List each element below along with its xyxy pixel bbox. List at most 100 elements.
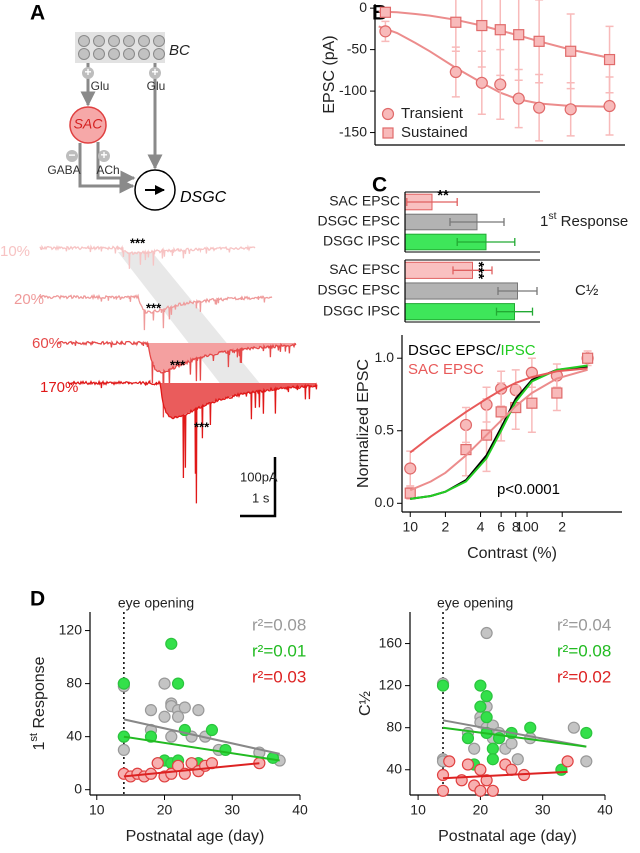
y-tick-label: 0.5 xyxy=(375,421,395,437)
significance: *** xyxy=(470,262,487,280)
bc-label: BC xyxy=(169,42,190,59)
fit-line xyxy=(442,719,587,748)
point xyxy=(494,24,506,36)
point xyxy=(511,753,524,766)
cell xyxy=(123,48,135,60)
ach-label: ACh xyxy=(96,163,119,177)
contrast-label: 10% xyxy=(0,243,30,260)
fit-line xyxy=(123,718,280,755)
x-tick-label: 100 xyxy=(515,519,539,535)
sign-badge xyxy=(82,67,94,79)
annotation: r²=0.01 xyxy=(252,641,306,660)
circuit-diagram: BC + Glu + Glu SAC − GABA + ACh DSGC xyxy=(47,32,227,211)
point xyxy=(551,387,563,399)
point xyxy=(474,784,487,797)
point xyxy=(117,743,130,757)
point xyxy=(379,25,392,38)
fit-line xyxy=(409,367,588,454)
point xyxy=(449,65,462,79)
eye-opening-label: eye opening xyxy=(437,595,513,611)
cell xyxy=(153,48,165,60)
point xyxy=(178,701,191,714)
point xyxy=(495,406,507,418)
point xyxy=(461,732,475,745)
panel-label: C xyxy=(372,174,387,197)
text-part: 1 xyxy=(540,213,548,230)
group-label: C½ xyxy=(575,282,599,299)
current-trace xyxy=(39,244,256,269)
y-axis-label: EPSC (pA) xyxy=(321,35,338,113)
point xyxy=(450,16,462,28)
annotation: r²=0.08 xyxy=(557,641,611,660)
category-label: DSGC IPSC xyxy=(323,302,400,318)
point xyxy=(117,677,130,690)
cell xyxy=(138,35,150,47)
point xyxy=(486,784,499,797)
cell xyxy=(153,35,165,47)
glu-label: Glu xyxy=(147,79,166,93)
text-part: Response xyxy=(31,656,48,733)
point xyxy=(561,755,574,768)
point xyxy=(185,757,198,770)
response-area xyxy=(58,343,296,372)
point xyxy=(480,626,493,640)
fit-line xyxy=(378,25,610,108)
error-bar xyxy=(406,198,458,206)
y-tick-label: 160 xyxy=(379,634,403,650)
category-label: DSGC EPSC xyxy=(318,213,400,229)
fit-line xyxy=(123,762,260,778)
fit-line xyxy=(442,726,587,748)
cell xyxy=(93,35,105,47)
x-tick-label: 10 xyxy=(410,802,426,818)
point xyxy=(533,101,546,114)
y-tick-label: 0.0 xyxy=(375,494,395,510)
fit-line xyxy=(123,735,280,762)
gaba-arrow xyxy=(78,143,135,194)
sac-label: SAC xyxy=(74,116,104,132)
point xyxy=(513,29,525,41)
point xyxy=(512,92,525,105)
category-label: DSGC EPSC xyxy=(318,282,400,298)
point xyxy=(480,774,493,787)
point xyxy=(436,679,450,692)
bipolar-cells xyxy=(78,35,165,60)
cell xyxy=(108,35,120,47)
point xyxy=(474,763,487,776)
y-tick-label: 80 xyxy=(386,718,402,734)
x-tick-label: 40 xyxy=(292,802,308,818)
point xyxy=(158,677,171,690)
point xyxy=(205,723,219,737)
legend-label: DSGC EPSC/ xyxy=(408,342,501,359)
scale-lines xyxy=(240,457,277,518)
x-tick-label: 30 xyxy=(224,802,240,818)
cell xyxy=(108,48,120,60)
panel-label: A xyxy=(30,2,45,25)
significance: *** xyxy=(170,357,186,372)
x-tick-label: 20 xyxy=(157,802,173,818)
annotation: r²=0.02 xyxy=(557,667,611,686)
x-axis-label: Postnatal age (day) xyxy=(126,828,265,845)
scale-time: 1 s xyxy=(252,490,270,505)
glu-label: Glu xyxy=(91,79,110,93)
point xyxy=(603,53,616,66)
point xyxy=(165,730,178,743)
significance: ** xyxy=(437,187,449,204)
point xyxy=(474,679,487,692)
current-traces xyxy=(39,244,318,504)
error-bar xyxy=(477,0,486,68)
y-tick-label: 0 xyxy=(359,0,367,15)
scale-current: 100pA xyxy=(240,469,278,484)
y-tick-label: 1.0 xyxy=(375,349,395,365)
point xyxy=(379,6,392,18)
point xyxy=(461,758,475,771)
annotation: r²=0.03 xyxy=(252,667,306,686)
cell xyxy=(78,48,90,60)
text-part: 1 xyxy=(31,742,48,751)
x-tick-label: 10 xyxy=(89,802,105,818)
contrast-label: 60% xyxy=(32,335,62,352)
y-tick-label: -50 xyxy=(347,40,367,56)
sign-badge xyxy=(149,67,161,79)
group-label: 1st Response xyxy=(540,210,628,230)
x-tick-label: 2 xyxy=(558,519,566,535)
